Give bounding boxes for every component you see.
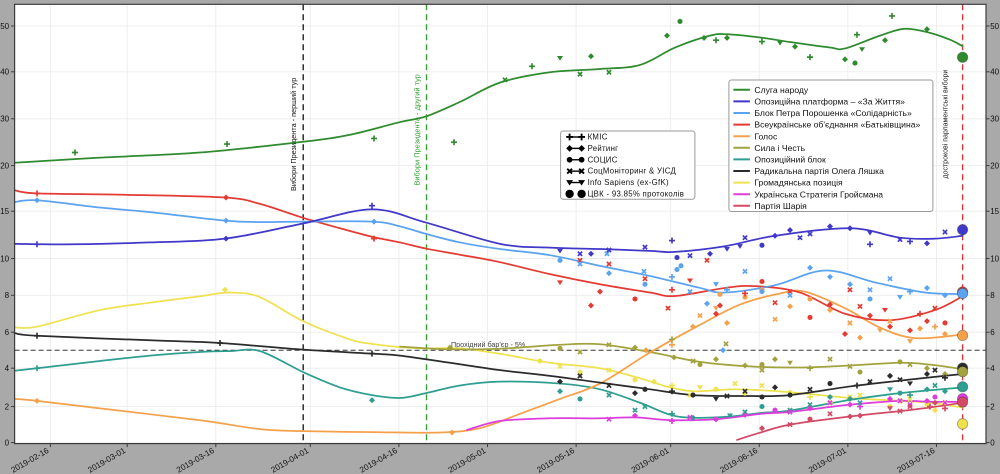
svg-text:Вибори Президента - перший тур: Вибори Президента - перший тур	[289, 78, 298, 191]
svg-text:Блок Петра Порошенка «Солідарн: Блок Петра Порошенка «Солідарність»	[754, 108, 912, 118]
svg-text:0: 0	[5, 438, 10, 447]
svg-text:2: 2	[990, 402, 995, 411]
svg-text:ЦВК - 93.85% протоколів: ЦВК - 93.85% протоколів	[588, 190, 685, 199]
svg-text:4: 4	[990, 364, 995, 373]
svg-text:Сила і Честь: Сила і Честь	[754, 143, 805, 153]
svg-text:КМІС: КМІС	[588, 133, 608, 142]
svg-text:20: 20	[990, 161, 999, 170]
svg-text:15: 15	[990, 207, 999, 216]
svg-text:Партія Шарія: Партія Шарія	[754, 201, 807, 211]
svg-text:СоцМоніторинг & УІСД: СоцМоніторинг & УІСД	[588, 167, 677, 176]
svg-text:10: 10	[990, 254, 999, 263]
svg-text:40: 40	[990, 68, 999, 77]
svg-text:Опозиційна платформа – «За Жит: Опозиційна платформа – «За Життя»	[754, 97, 905, 107]
svg-text:Info Sapiens (ex-GfK): Info Sapiens (ex-GfK)	[588, 178, 669, 187]
svg-text:50: 50	[990, 22, 999, 31]
svg-text:30: 30	[990, 115, 999, 124]
svg-text:Голос: Голос	[754, 131, 778, 141]
svg-text:Рейтинг: Рейтинг	[588, 144, 619, 153]
svg-text:10: 10	[0, 254, 9, 263]
svg-text:дострокові парламентські вибор: дострокові парламентські вибори	[942, 70, 950, 179]
svg-text:Вибори Президента - другий тур: Вибори Президента - другий тур	[413, 74, 422, 185]
svg-text:0: 0	[990, 438, 995, 447]
svg-text:Українська Стратегія Гройсмана: Українська Стратегія Гройсмана	[754, 189, 883, 199]
svg-text:СОЦИС: СОЦИС	[588, 155, 618, 164]
svg-text:Слуга народу: Слуга народу	[754, 85, 809, 95]
svg-text:30: 30	[0, 115, 9, 124]
svg-text:Громадянська позиція: Громадянська позиція	[754, 178, 843, 188]
svg-text:8: 8	[5, 291, 10, 300]
svg-text:Опозиційний блок: Опозиційний блок	[754, 155, 826, 165]
svg-text:8: 8	[990, 291, 995, 300]
svg-text:Прохідний бар'єр - 5%: Прохідний бар'єр - 5%	[451, 340, 526, 349]
svg-text:50: 50	[0, 22, 9, 31]
svg-text:Всеукраїнське об'єднання «Бать: Всеукраїнське об'єднання «Батьківщина»	[754, 120, 920, 130]
svg-text:2: 2	[5, 402, 10, 411]
svg-text:40: 40	[0, 68, 9, 77]
svg-text:15: 15	[0, 207, 9, 216]
svg-text:6: 6	[5, 328, 10, 337]
svg-text:Радикальна партія Олега Ляшка: Радикальна партія Олега Ляшка	[754, 166, 884, 176]
svg-text:6: 6	[990, 328, 995, 337]
svg-text:20: 20	[0, 161, 9, 170]
svg-text:4: 4	[5, 364, 10, 373]
